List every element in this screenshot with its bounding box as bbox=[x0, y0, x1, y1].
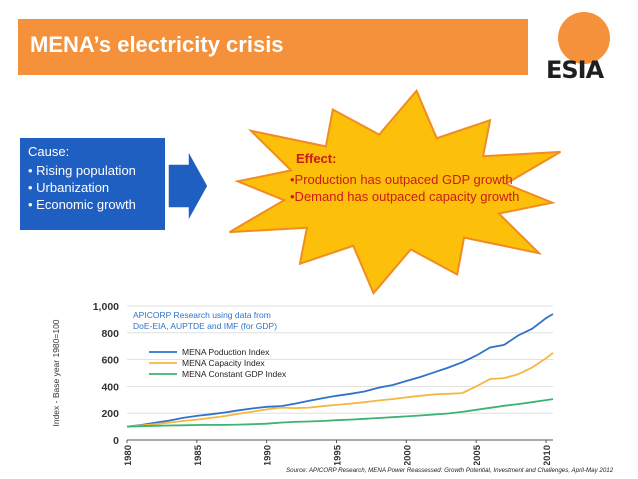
line-chart: 0 200 400 600 800 1,000 Index - Base year 1980… bbox=[51, 301, 554, 465]
logo-text: ESIA bbox=[546, 56, 604, 84]
x-tick-label: 2005 bbox=[472, 444, 483, 465]
x-tick-label: 2000 bbox=[402, 445, 413, 465]
cause-title: Cause: bbox=[28, 144, 70, 159]
cause-item: Urbanization bbox=[28, 179, 157, 196]
y-tick-label: 1,000 bbox=[93, 301, 119, 313]
effect-text: Effect: •Production has outpaced GDP gro… bbox=[290, 150, 519, 205]
y-tick-label: 0 bbox=[113, 435, 119, 447]
x-tick-label: 2010 bbox=[542, 445, 553, 465]
cause-item: Economic growth bbox=[28, 196, 157, 213]
x-tick-label: 1980 bbox=[123, 445, 134, 465]
cause-item: Rising population bbox=[28, 162, 157, 179]
x-tick-label: 1995 bbox=[333, 444, 344, 465]
legend-label: MENA Poduction Index bbox=[182, 347, 270, 357]
series-line bbox=[126, 352, 554, 428]
chart-annotation: APICORP Research using data from bbox=[133, 310, 271, 320]
effect-line: •Demand has outpaced capacity growth bbox=[290, 189, 520, 204]
x-tick-label: 1990 bbox=[263, 445, 274, 465]
y-tick-label: 600 bbox=[101, 355, 119, 367]
effect-line: •Production has outpaced GDP growth bbox=[290, 172, 513, 187]
star-polygon bbox=[228, 88, 562, 296]
legend-label: MENA Capacity Index bbox=[182, 358, 265, 368]
y-tick-label: 400 bbox=[101, 381, 119, 393]
cause-list: Rising population Urbanization Economic … bbox=[28, 162, 157, 213]
esia-logo: ESIA bbox=[540, 12, 618, 88]
cause-box: Cause: Rising population Urbanization Ec… bbox=[20, 138, 165, 230]
effect-title: Effect: bbox=[296, 151, 337, 166]
right-arrow-icon bbox=[167, 148, 209, 224]
y-tick-label: 800 bbox=[101, 328, 119, 340]
series-line bbox=[126, 313, 554, 428]
title-bar: MENA’s electricity crisis bbox=[18, 19, 528, 75]
chart-annotation: DoE-EIA, AUPTDE and IMF (for GDP) bbox=[133, 321, 277, 331]
y-tick-label: 200 bbox=[101, 408, 119, 420]
legend-label: MENA Constant GDP Index bbox=[182, 369, 287, 379]
x-tick-label: 1985 bbox=[193, 444, 204, 465]
explosion-star-shape bbox=[228, 88, 562, 296]
series-line bbox=[126, 398, 554, 428]
slide-title: MENA’s electricity crisis bbox=[30, 32, 284, 57]
y-axis-label: Index - Base year 1980=100 bbox=[51, 319, 61, 426]
sun-icon bbox=[558, 12, 610, 64]
source-citation: Source: APICORP Research, MENA Power Rea… bbox=[286, 467, 614, 474]
